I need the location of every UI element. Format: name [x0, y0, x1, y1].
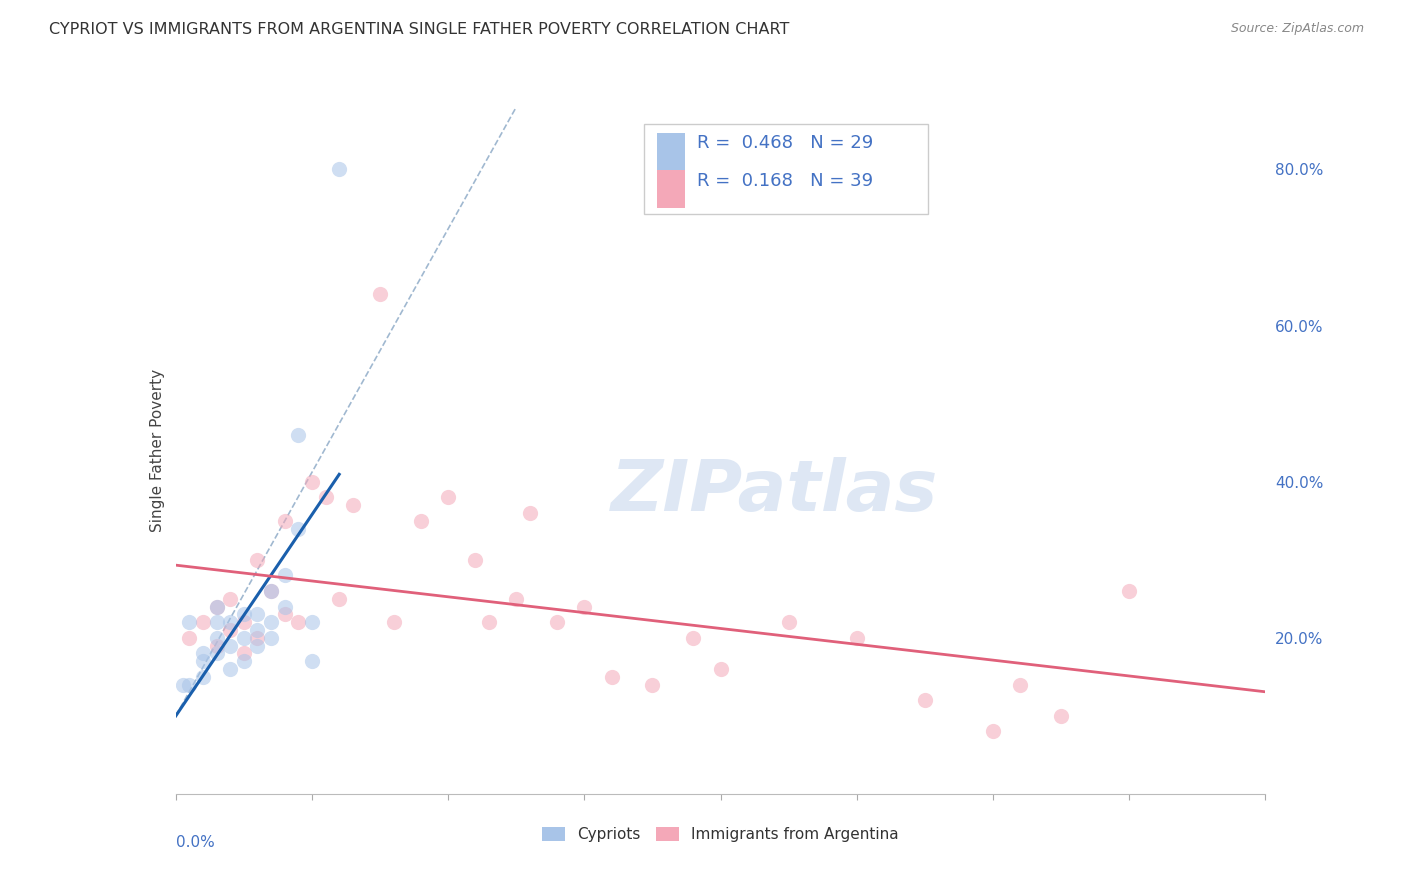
Point: [232, 607, 254, 622]
Point: [246, 607, 269, 622]
Point: [301, 615, 323, 630]
Point: [546, 615, 568, 630]
Point: [409, 514, 432, 528]
Point: [219, 662, 242, 676]
FancyBboxPatch shape: [658, 170, 685, 208]
Point: [914, 693, 936, 707]
Point: [246, 623, 269, 637]
Point: [219, 623, 242, 637]
Point: [191, 670, 214, 684]
Y-axis label: Single Father Poverty: Single Father Poverty: [149, 369, 165, 532]
Point: [205, 631, 228, 645]
Point: [205, 599, 228, 614]
Point: [600, 670, 623, 684]
Point: [287, 615, 309, 630]
Point: [205, 639, 228, 653]
Point: [287, 427, 309, 442]
Point: [382, 615, 405, 630]
Point: [232, 631, 254, 645]
Point: [315, 490, 337, 504]
Point: [478, 615, 501, 630]
Point: [205, 599, 228, 614]
Text: ZIPatlas: ZIPatlas: [612, 458, 939, 526]
Point: [301, 654, 323, 668]
Point: [246, 631, 269, 645]
FancyBboxPatch shape: [644, 124, 928, 213]
Point: [437, 490, 460, 504]
Text: 0.0%: 0.0%: [176, 835, 215, 850]
Point: [232, 615, 254, 630]
Point: [179, 631, 201, 645]
Legend: Cypriots, Immigrants from Argentina: Cypriots, Immigrants from Argentina: [536, 821, 905, 848]
Point: [328, 591, 350, 606]
Point: [274, 568, 297, 582]
Point: [287, 521, 309, 535]
Text: R =  0.168   N = 39: R = 0.168 N = 39: [696, 171, 873, 189]
Point: [260, 583, 283, 598]
Point: [845, 631, 868, 645]
Point: [274, 607, 297, 622]
Point: [179, 615, 201, 630]
Point: [219, 639, 242, 653]
Point: [505, 591, 527, 606]
Point: [260, 583, 283, 598]
Point: [205, 646, 228, 660]
Point: [710, 662, 733, 676]
Point: [260, 615, 283, 630]
Point: [179, 678, 201, 692]
Point: [1050, 708, 1073, 723]
Point: [191, 615, 214, 630]
Point: [301, 475, 323, 489]
Point: [519, 506, 541, 520]
Point: [191, 654, 214, 668]
Point: [641, 678, 664, 692]
Point: [328, 162, 350, 177]
Point: [205, 615, 228, 630]
Point: [274, 599, 297, 614]
Point: [232, 646, 254, 660]
Point: [464, 552, 486, 567]
Point: [246, 552, 269, 567]
Point: [219, 615, 242, 630]
Point: [274, 514, 297, 528]
Point: [260, 631, 283, 645]
Point: [172, 678, 194, 692]
Point: [191, 646, 214, 660]
Point: [1010, 678, 1032, 692]
Text: CYPRIOT VS IMMIGRANTS FROM ARGENTINA SINGLE FATHER POVERTY CORRELATION CHART: CYPRIOT VS IMMIGRANTS FROM ARGENTINA SIN…: [49, 22, 790, 37]
Text: Source: ZipAtlas.com: Source: ZipAtlas.com: [1230, 22, 1364, 36]
Point: [246, 639, 269, 653]
Point: [778, 615, 800, 630]
Point: [981, 724, 1004, 739]
Text: R =  0.468   N = 29: R = 0.468 N = 29: [696, 135, 873, 153]
FancyBboxPatch shape: [658, 133, 685, 171]
Point: [342, 498, 364, 512]
Point: [682, 631, 704, 645]
Point: [232, 654, 254, 668]
Point: [219, 591, 242, 606]
Point: [368, 287, 391, 301]
Point: [1118, 583, 1140, 598]
Point: [574, 599, 596, 614]
